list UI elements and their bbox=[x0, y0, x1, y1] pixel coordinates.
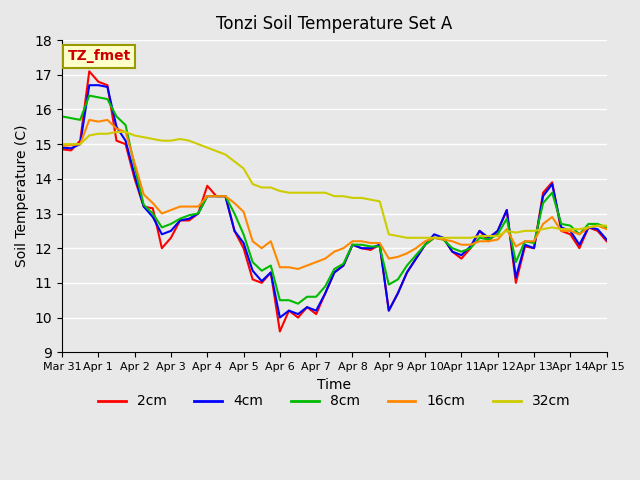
X-axis label: Time: Time bbox=[317, 377, 351, 392]
4cm bbox=[367, 245, 374, 251]
2cm bbox=[548, 180, 556, 185]
4cm bbox=[176, 217, 184, 223]
16cm bbox=[85, 117, 93, 123]
Line: 8cm: 8cm bbox=[62, 96, 607, 304]
8cm bbox=[603, 225, 611, 230]
16cm bbox=[176, 204, 184, 209]
2cm bbox=[603, 239, 611, 244]
Line: 16cm: 16cm bbox=[62, 120, 607, 269]
4cm bbox=[85, 82, 93, 88]
32cm bbox=[403, 235, 411, 240]
2cm bbox=[85, 69, 93, 74]
16cm bbox=[294, 266, 302, 272]
8cm bbox=[58, 114, 66, 120]
2cm bbox=[176, 217, 184, 223]
Legend: 2cm, 4cm, 8cm, 16cm, 32cm: 2cm, 4cm, 8cm, 16cm, 32cm bbox=[92, 389, 576, 414]
4cm bbox=[58, 145, 66, 151]
2cm bbox=[258, 280, 266, 286]
Y-axis label: Soil Temperature (C): Soil Temperature (C) bbox=[15, 125, 29, 267]
16cm bbox=[403, 251, 411, 256]
32cm bbox=[176, 136, 184, 142]
32cm bbox=[548, 225, 556, 230]
Title: Tonzi Soil Temperature Set A: Tonzi Soil Temperature Set A bbox=[216, 15, 452, 33]
Line: 4cm: 4cm bbox=[62, 85, 607, 318]
16cm bbox=[367, 240, 374, 246]
16cm bbox=[548, 214, 556, 220]
4cm bbox=[548, 181, 556, 187]
16cm bbox=[603, 226, 611, 232]
2cm bbox=[276, 328, 284, 334]
8cm bbox=[258, 268, 266, 274]
16cm bbox=[58, 143, 66, 149]
8cm bbox=[403, 263, 411, 268]
32cm bbox=[258, 185, 266, 191]
2cm bbox=[403, 270, 411, 276]
32cm bbox=[113, 129, 120, 135]
2cm bbox=[58, 146, 66, 152]
Text: TZ_fmet: TZ_fmet bbox=[67, 49, 131, 63]
2cm bbox=[367, 247, 374, 253]
2cm bbox=[195, 211, 202, 216]
8cm bbox=[294, 301, 302, 307]
32cm bbox=[195, 141, 202, 147]
4cm bbox=[276, 315, 284, 321]
32cm bbox=[58, 141, 66, 147]
8cm bbox=[367, 243, 374, 249]
Line: 32cm: 32cm bbox=[62, 132, 607, 238]
32cm bbox=[603, 223, 611, 228]
Line: 2cm: 2cm bbox=[62, 72, 607, 331]
4cm bbox=[195, 211, 202, 216]
8cm bbox=[548, 190, 556, 195]
32cm bbox=[394, 233, 402, 239]
16cm bbox=[195, 204, 202, 209]
8cm bbox=[195, 211, 202, 216]
16cm bbox=[258, 245, 266, 251]
4cm bbox=[258, 278, 266, 284]
4cm bbox=[603, 237, 611, 242]
8cm bbox=[85, 93, 93, 98]
32cm bbox=[358, 195, 365, 201]
8cm bbox=[176, 216, 184, 222]
4cm bbox=[403, 270, 411, 276]
